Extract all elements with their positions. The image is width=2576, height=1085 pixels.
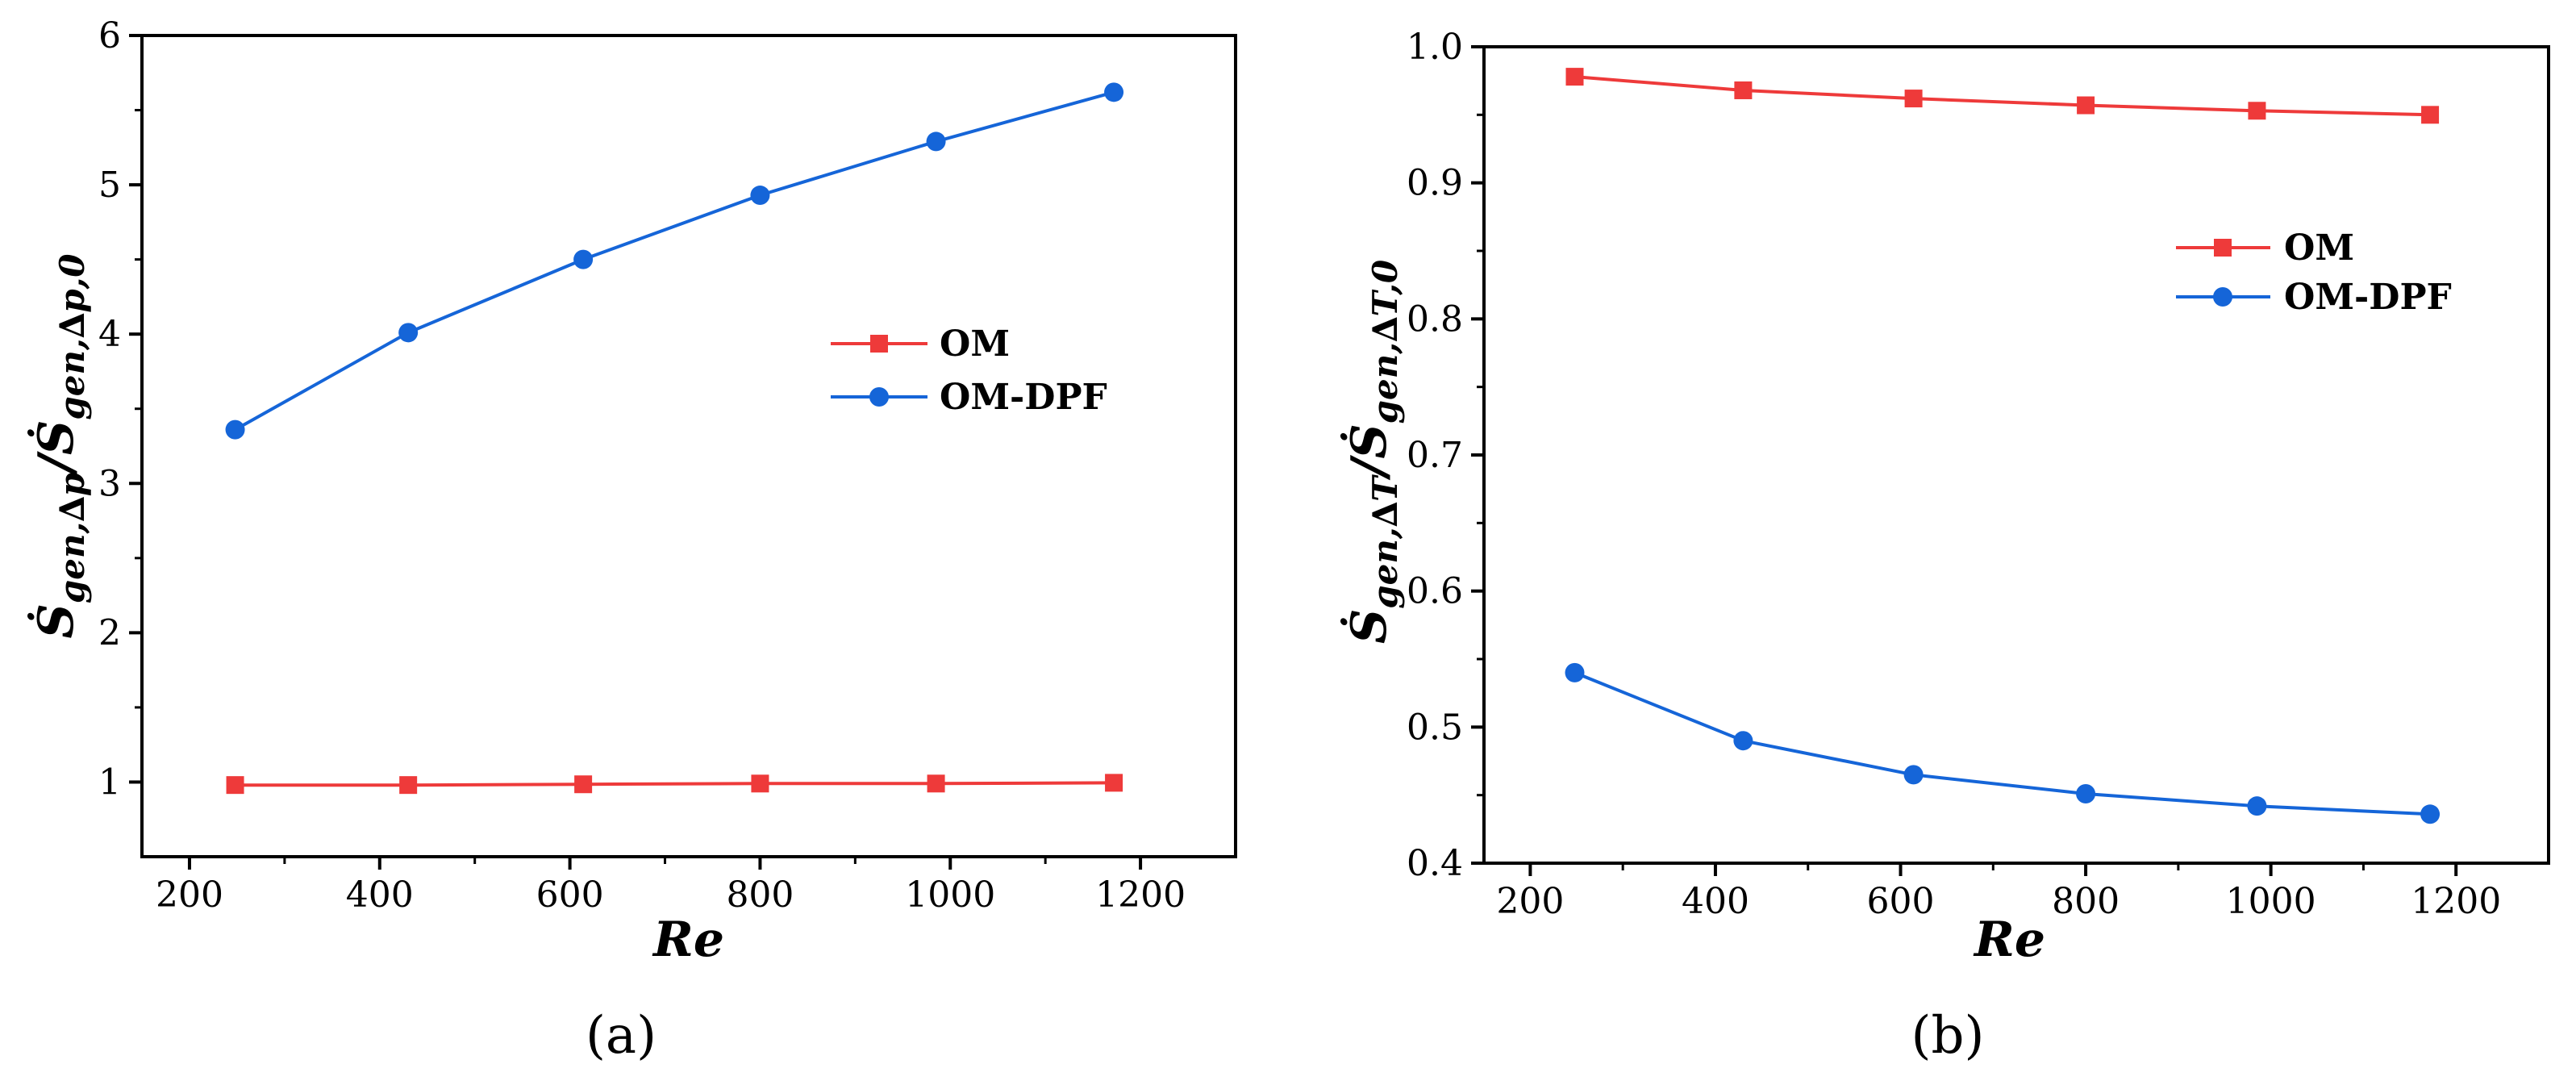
y-title-part-3: / [28, 451, 85, 477]
y-axis-title: Ṡgen,∆p/Ṡgen,∆p,0 [27, 254, 92, 639]
y-title-part-2: gen,∆T [1365, 474, 1405, 609]
y-title-part-1: Ṡ [1340, 609, 1398, 644]
legend-item-om-dpf: OM-DPF [831, 377, 1107, 418]
data-point-om [399, 776, 418, 795]
y-title-part-5: gen,∆T,0 [1365, 260, 1405, 424]
data-point-om [927, 774, 945, 793]
data-point-om [2077, 96, 2095, 115]
y-title-part-2: gen,∆p [52, 473, 92, 603]
x-tick-label: 200 [156, 874, 223, 916]
data-point-om-dpf [1733, 731, 1753, 751]
data-point-om [751, 774, 769, 793]
x-axis-title: Re [1973, 912, 2045, 968]
legend-item-om-dpf: OM-DPF [2176, 277, 2452, 318]
x-tick-label: 800 [2052, 881, 2120, 922]
x-tick-label: 400 [346, 874, 414, 916]
x-tick-label: 1000 [2226, 881, 2316, 922]
x-tick-label: 1200 [1095, 874, 1186, 916]
y-tick-label: 2 [98, 612, 121, 653]
x-tick-label: 600 [536, 874, 604, 916]
x-tick-label: 1200 [2411, 881, 2501, 922]
data-point-om [2248, 102, 2266, 120]
x-tick-labels: 200 400 600 800 1000 1200 [1496, 881, 2501, 922]
x-tick-label: 1000 [905, 874, 995, 916]
series-line-om [235, 781, 1115, 787]
data-point-om-dpf [1104, 82, 1124, 102]
plot-frame [1482, 45, 2550, 865]
y-title-part-4: Ṡ [27, 420, 85, 455]
tick-marks [1471, 45, 2458, 876]
y-tick-label: 0.8 [1407, 298, 1463, 340]
data-point-om-dpf [2420, 804, 2441, 824]
y-axis-title: Ṡgen,∆T/Ṡgen,∆T,0 [1340, 260, 1405, 644]
data-point-om-dpf [1565, 662, 1585, 682]
y-tick-labels: 1 2 3 4 5 6 [98, 15, 121, 803]
legend-item-om: OM [2176, 227, 2354, 269]
y-tick-label: 3 [98, 463, 121, 504]
data-point-om-dpf [398, 323, 419, 343]
y-tick-label: 6 [98, 15, 121, 56]
y-tick-label: 0.6 [1407, 571, 1463, 612]
x-tick-label: 800 [726, 874, 794, 916]
chart-a: 200 400 600 800 1000 1200 1 2 3 4 5 6 OM OM-DPF Re… [27, 15, 1237, 1066]
data-point-om-dpf [2247, 796, 2267, 816]
data-point-om [1734, 81, 1753, 99]
legend-marker-om [2214, 239, 2232, 257]
series-group [225, 82, 1124, 795]
series-line-om [1574, 75, 2431, 117]
legend-label-om-dpf: OM-DPF [940, 377, 1107, 418]
legend-label-om-dpf: OM-DPF [2284, 277, 2452, 318]
y-tick-label: 5 [98, 165, 121, 206]
y-tick-label: 1 [98, 762, 121, 803]
data-point-om [2421, 106, 2440, 124]
legend-marker-om-dpf [2213, 287, 2232, 307]
legend-item-om: OM [831, 323, 1010, 365]
series-line-om-dpf [234, 90, 1115, 432]
x-tick-label: 600 [1867, 881, 1935, 922]
y-title-part-1: Ṡ [27, 603, 85, 638]
x-axis-title: Re [652, 912, 724, 968]
y-title-part-3: / [1341, 455, 1398, 481]
y-tick-label: 4 [98, 314, 121, 355]
data-point-om-dpf [926, 131, 946, 152]
data-point-om [226, 776, 244, 795]
y-tick-label: 0.7 [1407, 435, 1463, 476]
legend: OM OM-DPF [831, 323, 1107, 418]
data-point-om [1565, 68, 1584, 86]
panel-label-a: (a) [586, 1006, 657, 1066]
data-point-om-dpf [225, 419, 245, 440]
data-point-om-dpf [750, 186, 770, 206]
y-tick-label: 1.0 [1407, 27, 1463, 68]
x-tick-label: 200 [1496, 881, 1564, 922]
legend-marker-om-dpf [869, 387, 889, 407]
y-tick-label: 0.5 [1407, 707, 1463, 748]
panel-label-b: (b) [1911, 1006, 1985, 1066]
y-tick-label: 0.9 [1407, 163, 1463, 204]
series-line-om-dpf [1574, 671, 2431, 816]
series-group [1565, 68, 2441, 824]
data-point-om [1904, 90, 1923, 108]
data-point-om [1105, 774, 1123, 792]
x-tick-labels: 200 400 600 800 1000 1200 [156, 874, 1186, 916]
plot-frame [140, 34, 1237, 858]
legend-label-om: OM [2284, 227, 2354, 269]
y-title-part-4: Ṡ [1340, 424, 1398, 458]
data-point-om-dpf [1903, 765, 1924, 785]
data-point-om-dpf [2076, 783, 2096, 803]
chart-b: 200 400 600 800 1000 1200 0.4 0.5 0.6 0.7 0.8 0.9 1… [1340, 27, 2550, 1066]
y-tick-labels: 0.4 0.5 0.6 0.7 0.8 0.9 1.0 [1407, 27, 1463, 884]
y-tick-label: 0.4 [1407, 843, 1463, 884]
legend-label-om: OM [940, 323, 1010, 365]
y-title-part-5: gen,∆p,0 [52, 254, 92, 420]
tick-marks [129, 34, 1143, 870]
x-tick-label: 400 [1682, 881, 1749, 922]
data-point-om-dpf [573, 249, 594, 269]
data-point-om [574, 775, 593, 794]
legend: OM OM-DPF [2176, 227, 2452, 318]
legend-marker-om [870, 335, 888, 353]
